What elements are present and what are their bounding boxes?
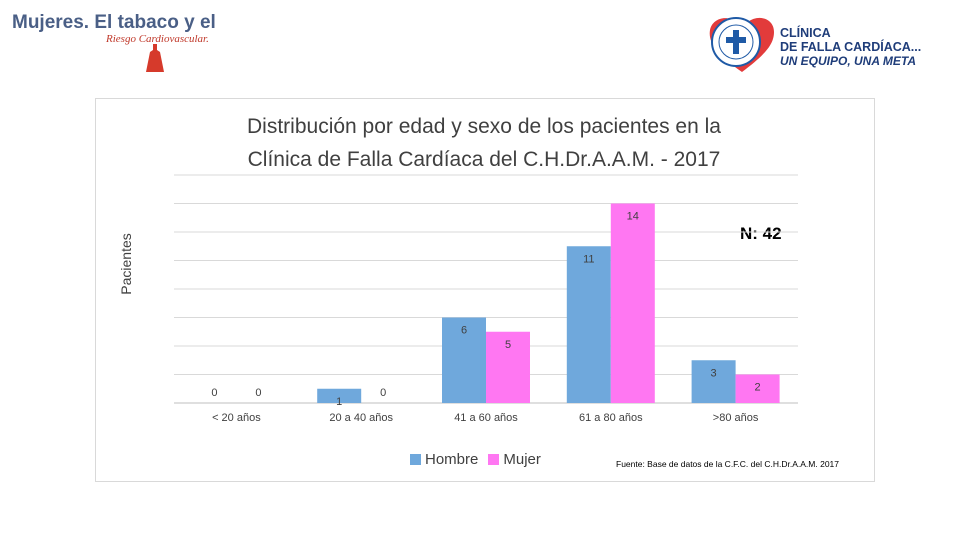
bar-mujer xyxy=(735,374,780,403)
clinic-logo-text: CLÍNICA DE FALLA CARDÍACA... UN EQUIPO, … xyxy=(780,26,921,68)
data-label-mujer: 0 xyxy=(380,387,386,399)
clinic-logo-line2: DE FALLA CARDÍACA... xyxy=(780,40,922,54)
data-label-mujer: 5 xyxy=(505,339,511,351)
dress-icon xyxy=(146,44,164,72)
chart-title: Distribución por edad y sexo de los paci… xyxy=(95,110,873,176)
data-label-hombre: 0 xyxy=(211,387,217,399)
clinic-logo-line3: UN EQUIPO, UNA META xyxy=(780,54,917,68)
x-tick-label: >80 años xyxy=(713,412,759,424)
bar-hombre xyxy=(691,360,736,403)
legend: Hombre Mujer xyxy=(410,451,551,468)
bar-hombre xyxy=(566,246,611,403)
data-label-hombre: 11 xyxy=(583,253,594,265)
legend-swatch-hombre xyxy=(410,454,421,465)
clinic-logo-line1: CLÍNICA xyxy=(780,26,831,40)
source-note: Fuente: Base de datos de la C.F.C. del C… xyxy=(616,459,840,469)
data-label-mujer: 0 xyxy=(255,387,261,399)
bar-hombre xyxy=(442,317,486,403)
x-tick-label: 20 a 40 años xyxy=(329,412,393,424)
x-tick-label: 61 a 80 años xyxy=(579,412,643,424)
legend-swatch-mujer xyxy=(488,454,500,465)
legend-label-mujer: Mujer xyxy=(503,451,541,468)
data-label-hombre: 1 xyxy=(336,396,342,408)
data-label-mujer: 2 xyxy=(755,382,761,394)
x-tick-label: < 20 años xyxy=(212,412,261,424)
n-total-label: N: 42 xyxy=(740,224,782,243)
data-label-mujer: 14 xyxy=(627,211,639,223)
chart-frame xyxy=(95,98,875,482)
legend-item-hombre: Hombre xyxy=(410,451,478,468)
data-label-hombre: 6 xyxy=(461,325,467,337)
legend-item-mujer: Mujer xyxy=(488,451,541,468)
legend-label-hombre: Hombre xyxy=(425,451,479,468)
bar-hombre xyxy=(317,388,362,403)
data-label-hombre: 3 xyxy=(711,367,717,379)
header-subtitle: Riesgo Cardiovascular. xyxy=(106,33,209,45)
header-title: Mujeres. El tabaco y el xyxy=(12,12,216,33)
clinic-logo-icon xyxy=(709,17,774,72)
bar-mujer xyxy=(610,203,655,403)
chart-title-line2: Clínica de Falla Cardíaca del C.H.Dr.A.A… xyxy=(247,148,721,171)
bar-mujer xyxy=(486,331,530,403)
chart-title-line1: Distribución por edad y sexo de los paci… xyxy=(247,115,721,138)
x-tick-label: 41 a 60 años xyxy=(454,412,518,424)
